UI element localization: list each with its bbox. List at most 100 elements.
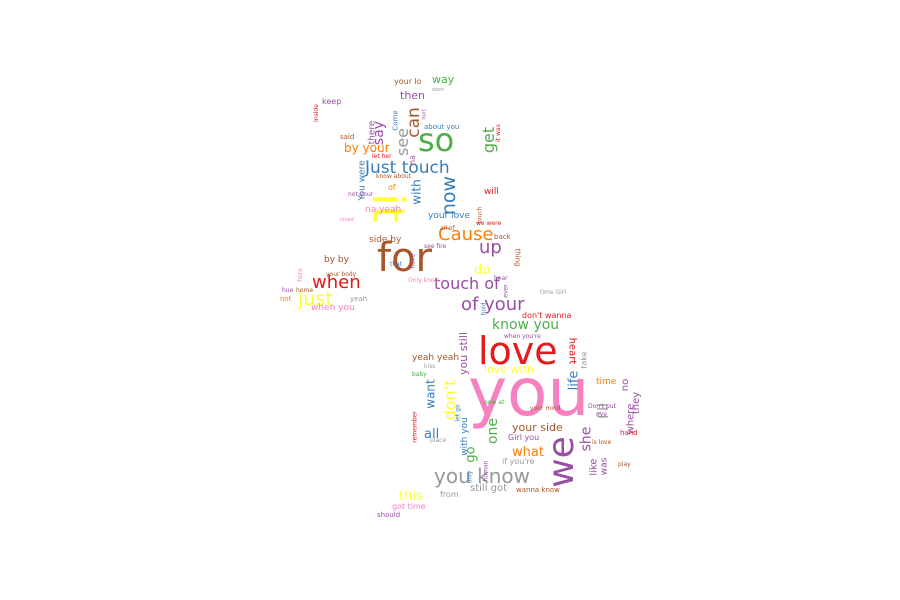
word: this	[399, 489, 423, 504]
word: one	[485, 417, 502, 445]
word: hurt	[421, 109, 428, 120]
word: hand	[620, 429, 638, 437]
word: your body	[326, 271, 357, 278]
word: with you	[459, 417, 470, 456]
word: should	[377, 511, 401, 519]
word: that	[390, 261, 403, 268]
word: Come	[391, 110, 400, 131]
word: time Girl	[540, 289, 566, 296]
word: ever	[502, 284, 510, 298]
word: not your	[348, 191, 374, 198]
word: said	[340, 133, 355, 141]
word: Cause	[438, 224, 494, 245]
word: your mind	[530, 405, 561, 412]
word: when	[312, 272, 361, 293]
word: do	[474, 263, 491, 278]
word: place	[430, 437, 447, 444]
word: of	[388, 183, 396, 192]
word: only	[466, 470, 474, 484]
word: Girl you	[508, 433, 540, 442]
word: still got	[470, 483, 508, 494]
word: Don't put	[588, 403, 616, 410]
word: was	[599, 457, 610, 476]
word: by by	[324, 255, 349, 265]
word: let her	[372, 153, 392, 160]
word: human	[482, 460, 490, 482]
word: home	[296, 287, 314, 294]
word: Just touch	[365, 158, 450, 178]
word: now	[438, 175, 461, 216]
word: hue	[282, 287, 294, 294]
word: want	[423, 379, 438, 409]
word: not	[280, 295, 292, 303]
word: time	[596, 377, 617, 387]
word: life	[566, 370, 582, 391]
word: your side	[512, 421, 563, 434]
word: like	[588, 458, 600, 476]
word: take	[579, 351, 589, 369]
word: we were	[476, 220, 502, 227]
word: you know	[434, 464, 530, 488]
word: baby	[412, 371, 427, 378]
word: all of	[440, 225, 455, 232]
word: your love	[428, 211, 470, 221]
word: let go	[454, 404, 462, 422]
word: hold	[480, 302, 488, 316]
word: see	[393, 127, 413, 157]
word: no	[620, 378, 632, 392]
word: way	[432, 73, 455, 86]
word: new at	[484, 399, 505, 406]
word: you	[468, 354, 590, 431]
word: yeah yeah	[412, 353, 460, 363]
word: if you're	[502, 457, 535, 466]
word: when you	[311, 303, 355, 313]
word: your lo	[394, 77, 422, 86]
word: soon	[432, 87, 444, 93]
word: back	[494, 233, 511, 241]
word: so	[418, 121, 455, 159]
word: kiss	[424, 363, 436, 370]
word: you still	[456, 332, 470, 375]
word: we	[540, 436, 582, 488]
word: what	[512, 445, 544, 460]
word: know about	[376, 173, 412, 180]
word: thing	[513, 248, 522, 267]
word: it was	[494, 124, 502, 142]
word: is love	[592, 439, 612, 446]
word: side by	[369, 235, 402, 245]
word: remember	[411, 411, 419, 443]
word: know you	[492, 317, 560, 333]
word: na yeah	[365, 205, 402, 215]
word: eye	[596, 411, 607, 418]
word: Inside	[312, 104, 320, 122]
word: see fire	[424, 243, 447, 250]
word: then	[400, 89, 426, 102]
word: all	[424, 427, 440, 442]
word: got time	[392, 502, 426, 511]
word: play	[618, 461, 631, 468]
word: don't wanna	[522, 311, 572, 320]
word: keep	[322, 97, 342, 106]
word: hear	[494, 275, 508, 282]
word: here	[296, 268, 304, 282]
word: with	[409, 179, 424, 205]
word: from	[440, 490, 459, 499]
word: up	[479, 237, 502, 258]
word: yeah	[350, 295, 368, 303]
word: touch of	[434, 274, 500, 293]
word: just	[298, 288, 333, 310]
word: about you	[424, 123, 460, 131]
word: love with	[484, 363, 534, 376]
word: heart	[566, 337, 578, 365]
word: love	[478, 329, 558, 373]
word: loved	[340, 217, 354, 223]
word: will	[484, 187, 499, 197]
word: when you're	[504, 333, 541, 340]
word: of your	[461, 294, 525, 315]
word: have	[409, 253, 417, 269]
word: na	[407, 155, 417, 165]
word: Only know	[408, 277, 440, 284]
word: there	[367, 120, 378, 145]
word: wanna know	[516, 486, 560, 494]
